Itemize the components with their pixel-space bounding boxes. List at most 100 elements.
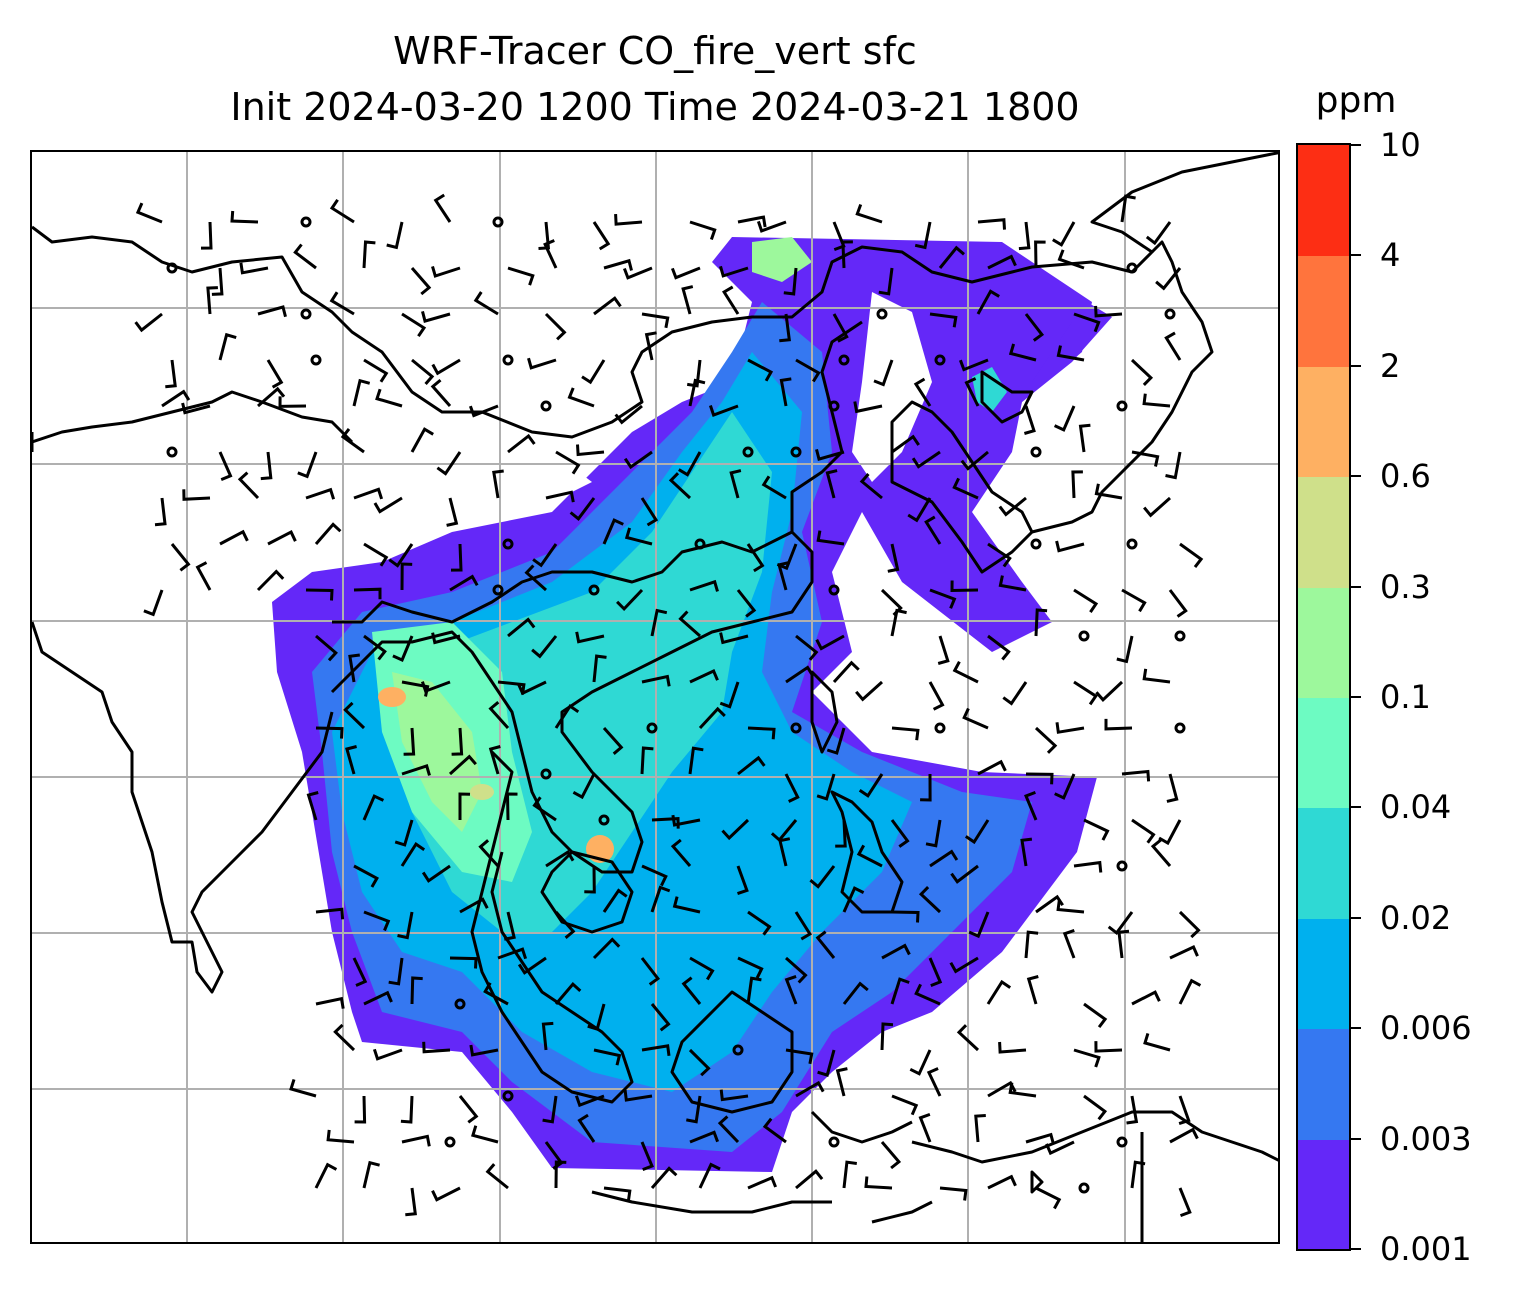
wind-barb bbox=[785, 1048, 814, 1065]
wind-barb bbox=[729, 469, 742, 499]
wind-barb bbox=[672, 896, 701, 914]
tracer-fill-0.1 bbox=[392, 672, 482, 832]
wind-barb bbox=[650, 1003, 671, 1032]
wind-barb bbox=[448, 754, 477, 776]
wind-barb bbox=[593, 1048, 622, 1066]
wind-barb bbox=[352, 378, 371, 407]
wind-barb bbox=[411, 358, 435, 385]
wind-barb bbox=[1130, 1160, 1146, 1189]
calm-wind-circle bbox=[1116, 860, 1128, 872]
wind-barb bbox=[1178, 978, 1202, 1005]
wind-barb bbox=[641, 674, 671, 687]
wind-barb bbox=[998, 1041, 1027, 1054]
wind-barb bbox=[545, 490, 575, 503]
wind-barb bbox=[345, 745, 357, 775]
wind-barb bbox=[815, 930, 836, 959]
wind-barb bbox=[698, 706, 726, 730]
wind-barb bbox=[297, 451, 318, 479]
calm-wind-circle bbox=[166, 262, 178, 274]
wind-barb bbox=[950, 580, 979, 593]
wind-barb bbox=[195, 561, 212, 591]
wind-barb bbox=[816, 773, 836, 801]
tracer-white-gap bbox=[282, 432, 592, 552]
wind-barb bbox=[641, 864, 668, 887]
wind-barb bbox=[964, 819, 990, 845]
wind-barb bbox=[1002, 681, 1028, 706]
wind-barb bbox=[1131, 450, 1160, 467]
wind-barb bbox=[592, 654, 607, 683]
wind-barb bbox=[719, 632, 749, 645]
wind-barb bbox=[815, 449, 845, 461]
wind-barb bbox=[602, 727, 624, 755]
wind-barb bbox=[1057, 249, 1085, 270]
wind-barb bbox=[1073, 860, 1103, 873]
calm-wind-circle bbox=[300, 308, 312, 320]
wind-barb bbox=[1055, 540, 1085, 553]
wind-barb bbox=[1034, 726, 1058, 754]
wind-barb bbox=[420, 680, 451, 694]
wind-barb bbox=[602, 518, 624, 545]
wind-barb bbox=[1178, 910, 1201, 939]
wind-barb bbox=[817, 1049, 836, 1077]
wind-barb bbox=[670, 838, 692, 867]
calm-wind-circle bbox=[492, 216, 504, 228]
wind-barb bbox=[1142, 668, 1171, 684]
wind-barb bbox=[952, 477, 979, 500]
wind-barb bbox=[928, 957, 943, 987]
colorbar-tick bbox=[1351, 364, 1361, 367]
wind-barb bbox=[1024, 790, 1038, 821]
wind-barb bbox=[968, 911, 990, 939]
colorbar-segment bbox=[1298, 1028, 1349, 1140]
wind-barb bbox=[1035, 1186, 1062, 1210]
wind-barb bbox=[1045, 1140, 1075, 1156]
wind-barb bbox=[1094, 1041, 1123, 1053]
wind-barb bbox=[504, 911, 516, 941]
wind-barb bbox=[717, 1115, 740, 1144]
wind-barb bbox=[593, 296, 622, 316]
wind-barb bbox=[340, 427, 365, 454]
wind-barb bbox=[952, 660, 979, 684]
wind-barb bbox=[517, 680, 547, 696]
wind-barb bbox=[394, 819, 414, 847]
calm-wind-circle bbox=[790, 722, 802, 734]
wind-barb bbox=[257, 305, 287, 318]
wind-barb bbox=[1158, 819, 1182, 846]
colorbar-segment bbox=[1298, 1138, 1349, 1249]
wind-barb bbox=[891, 434, 920, 454]
wind-barb bbox=[783, 267, 798, 296]
wind-barb bbox=[449, 574, 479, 592]
wind-barb bbox=[998, 496, 1027, 517]
colorbar-tick-label: 0.04 bbox=[1380, 788, 1452, 827]
wind-barb bbox=[354, 1095, 367, 1124]
wind-barb bbox=[524, 564, 547, 592]
wind-barb bbox=[218, 332, 237, 361]
wind-barb bbox=[809, 865, 836, 889]
calm-wind-circle bbox=[934, 354, 946, 366]
wind-barb bbox=[532, 796, 557, 822]
wind-barb bbox=[449, 956, 478, 969]
colorbar-segment bbox=[1298, 807, 1349, 919]
wind-barb bbox=[1121, 769, 1151, 782]
calm-wind-circle bbox=[1078, 1182, 1090, 1194]
wind-barb bbox=[859, 473, 883, 500]
wind-barb bbox=[614, 214, 643, 226]
calm-wind-circle bbox=[828, 584, 840, 596]
wind-barb bbox=[135, 202, 163, 224]
wind-barb bbox=[386, 221, 404, 250]
tracer-hotspot-west bbox=[378, 687, 406, 707]
wind-barb bbox=[468, 404, 499, 418]
wind-barb bbox=[592, 221, 611, 251]
wind-barb bbox=[671, 814, 701, 827]
wind-barb bbox=[353, 487, 384, 500]
wind-barb bbox=[181, 402, 211, 415]
calm-wind-circle bbox=[540, 400, 552, 412]
calm-wind-circle bbox=[1116, 1136, 1128, 1148]
wind-barb bbox=[949, 956, 979, 974]
wind-barb bbox=[326, 1129, 355, 1144]
wind-barb bbox=[507, 266, 535, 286]
wind-barb bbox=[421, 311, 451, 323]
calm-wind-circle bbox=[1174, 722, 1186, 734]
wind-barb bbox=[1008, 1082, 1037, 1098]
wind-barb bbox=[668, 472, 692, 500]
wind-barb bbox=[794, 911, 812, 941]
